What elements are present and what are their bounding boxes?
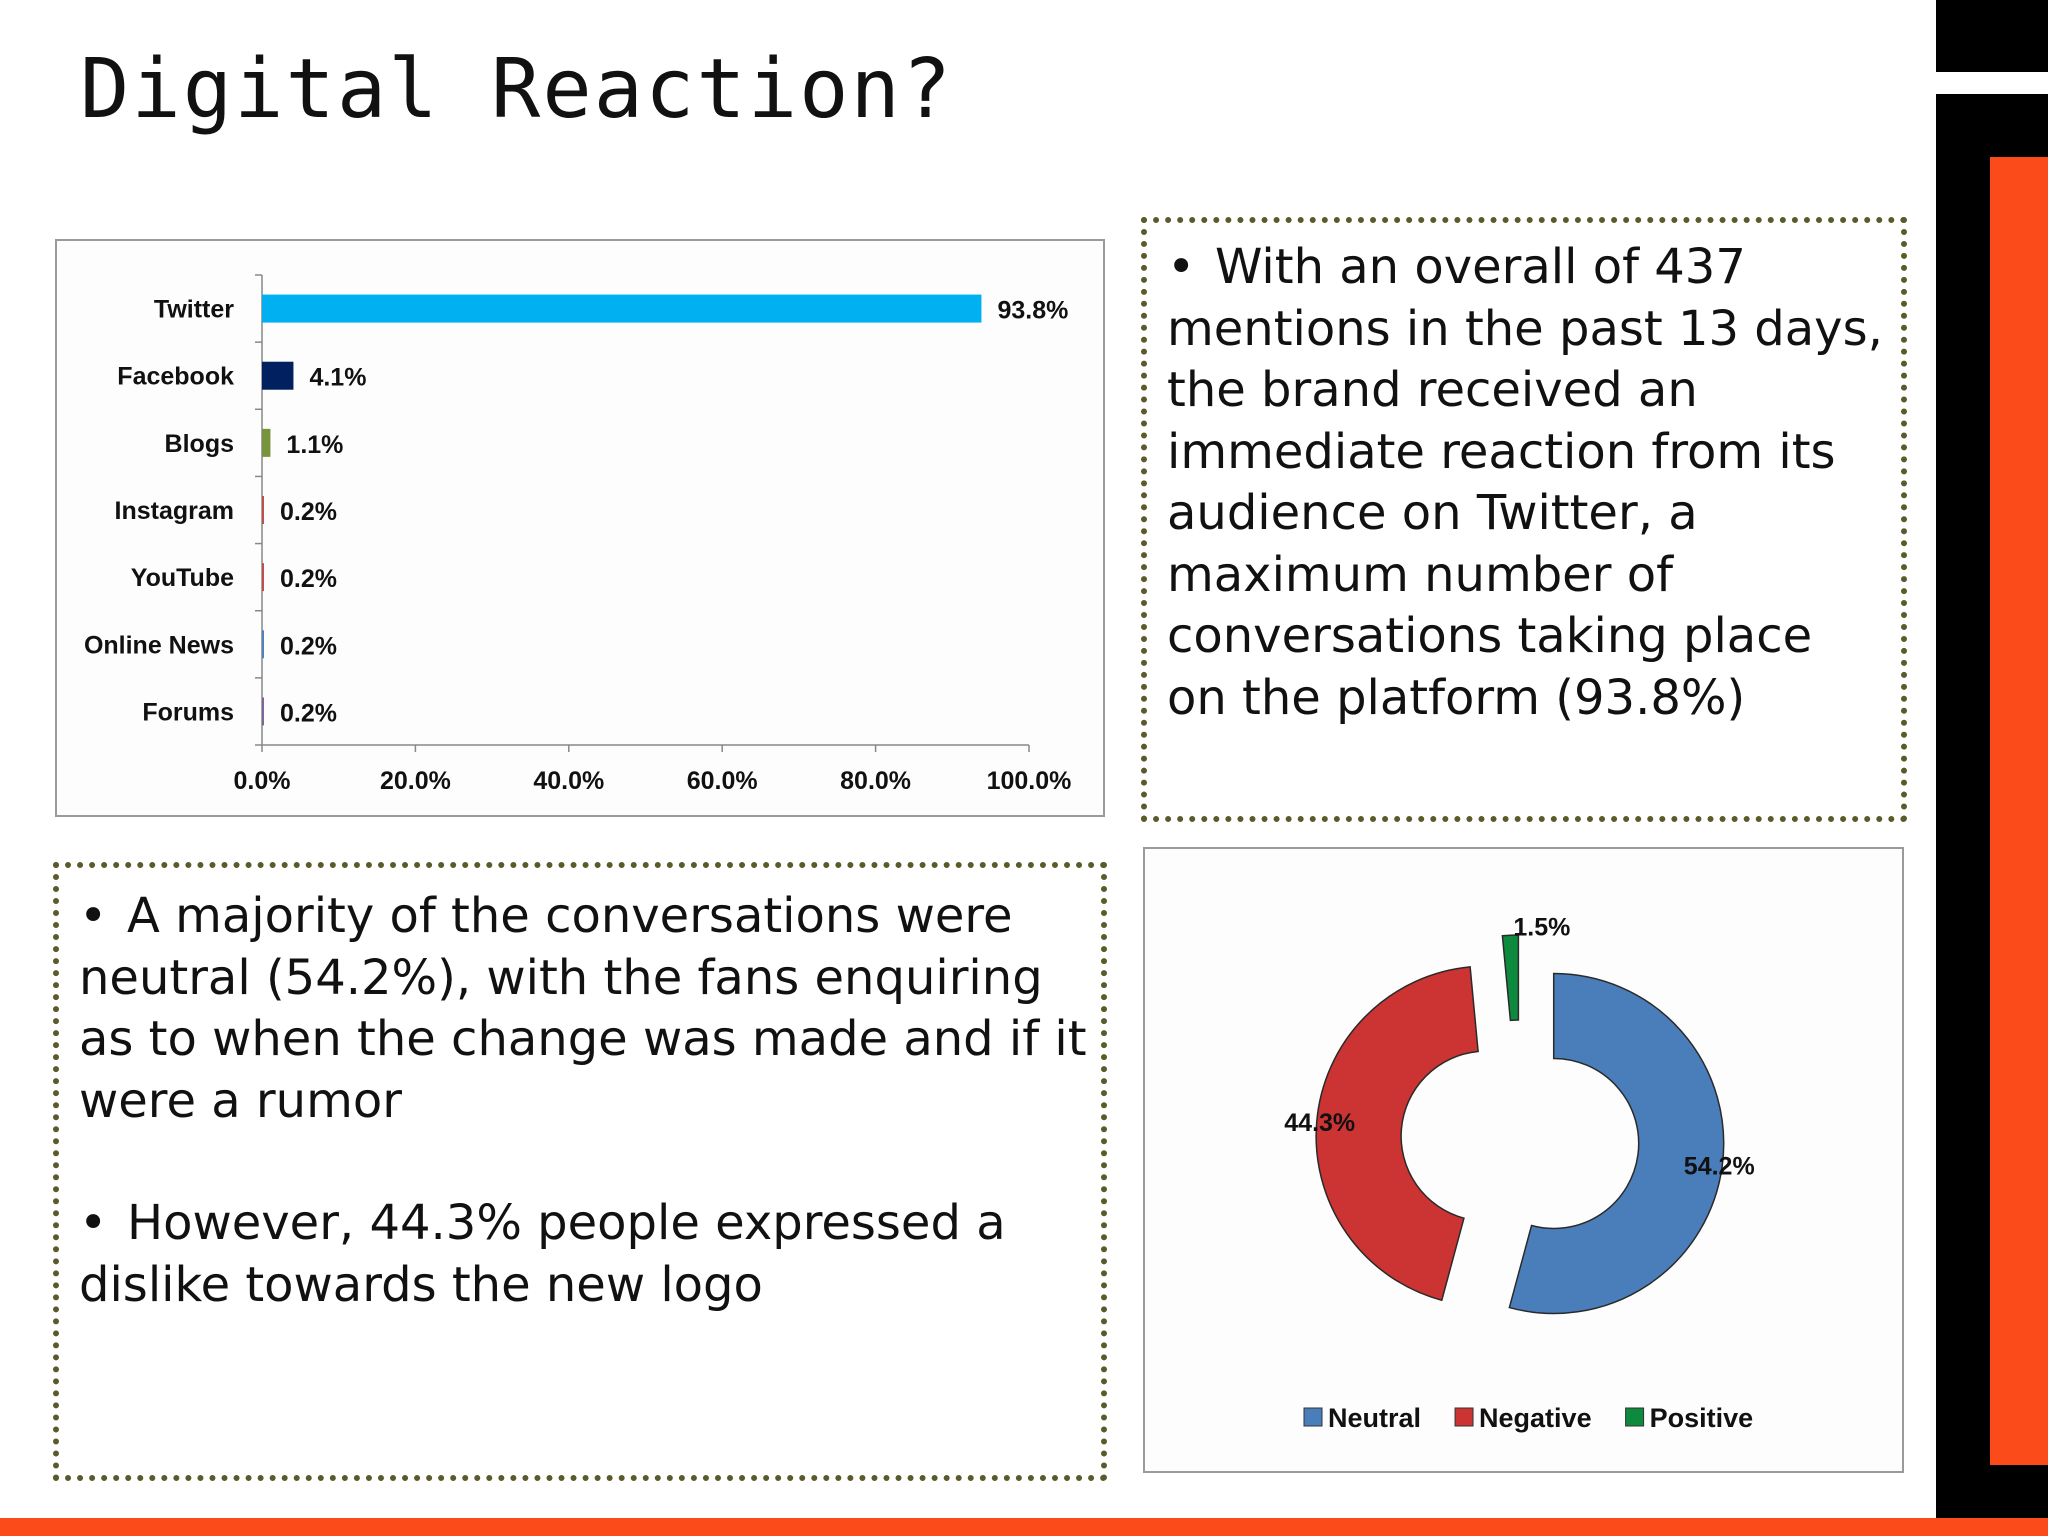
category-label-twitter: Twitter	[154, 296, 234, 324]
donut-label-negative: 44.3%	[1284, 1109, 1355, 1137]
twitter-summary-box: • With an overall of 437 mentions in the …	[1141, 217, 1907, 822]
right-edge-orange-bar	[1990, 157, 2048, 1465]
bar-instagram	[262, 496, 264, 524]
category-label-instagram: Instagram	[115, 497, 234, 525]
category-label-forums: Forums	[142, 698, 234, 726]
neutral-summary-text: A majority of the conversations were neu…	[79, 888, 1087, 1129]
legend-label-neutral: Neutral	[1328, 1403, 1421, 1433]
paragraph-gap	[79, 1132, 1087, 1193]
data-label-facebook: 4.1%	[309, 364, 366, 392]
legend-label-negative: Negative	[1479, 1403, 1592, 1433]
bar-blogs	[262, 428, 271, 457]
x-tick-label: 60.0%	[687, 767, 758, 795]
bar-forums	[262, 697, 264, 726]
legend-swatch-positive	[1625, 1407, 1645, 1427]
category-label-blogs: Blogs	[165, 430, 234, 458]
data-label-blogs: 1.1%	[286, 431, 343, 459]
negative-summary-paragraph: • However, 44.3% people expressed a disli…	[79, 1193, 1087, 1316]
bar-twitter	[262, 294, 982, 323]
sentiment-donut-chart-svg: 54.2% 44.3% 1.5% Neutral Negative Positive	[1284, 913, 1755, 1433]
twitter-summary-paragraph: • With an overall of 437 mentions in the …	[1167, 237, 1887, 729]
legend-swatch-negative	[1454, 1407, 1474, 1427]
data-label-youtube: 0.2%	[280, 565, 337, 593]
bullet-icon: •	[79, 888, 108, 944]
donut-slice-negative	[1315, 966, 1479, 1302]
legend-label-positive: Positive	[1650, 1403, 1754, 1433]
twitter-summary-text: With an overall of 437 mentions in the p…	[1167, 239, 1883, 726]
bottom-orange-bar	[0, 1518, 2048, 1536]
data-label-twitter: 93.8%	[997, 297, 1068, 325]
data-label-forums: 0.2%	[280, 699, 337, 727]
x-tick-label: 0.0%	[234, 767, 291, 795]
bar-youtube	[262, 563, 264, 592]
bullet-icon: •	[79, 1195, 108, 1251]
bar-facebook	[262, 361, 294, 390]
data-label-instagram: 0.2%	[280, 498, 337, 526]
donut-slice-positive	[1501, 934, 1520, 1022]
sentiment-donut-chart: 54.2% 44.3% 1.5% Neutral Negative Positive	[1143, 847, 1904, 1473]
x-tick-label: 80.0%	[840, 767, 911, 795]
category-label-facebook: Facebook	[117, 363, 234, 391]
x-tick-label: 100.0%	[987, 767, 1072, 795]
donut-slice-neutral	[1508, 972, 1725, 1315]
legend-swatch-neutral	[1303, 1407, 1323, 1427]
channel-bar-chart-svg: 0.0% 20.0% 40.0% 60.0% 80.0% 100.0% Twitter 93.…	[84, 274, 1072, 795]
category-label-youtube: YouTube	[131, 564, 234, 592]
x-tick-label: 20.0%	[380, 767, 451, 795]
data-label-online-news: 0.2%	[280, 632, 337, 660]
x-tick-label: 40.0%	[533, 767, 604, 795]
negative-summary-text: However, 44.3% people expressed a dislik…	[79, 1195, 1006, 1313]
sentiment-summary-box: • A majority of the conversations were ne…	[53, 862, 1107, 1481]
right-edge-gap	[1936, 72, 2048, 94]
slide-title: Digital Reaction?	[80, 42, 954, 137]
category-label-online-news: Online News	[84, 631, 234, 659]
donut-label-positive: 1.5%	[1513, 913, 1570, 941]
channel-bar-chart: 0.0% 20.0% 40.0% 60.0% 80.0% 100.0% Twitter 93.…	[55, 239, 1105, 817]
bullet-icon: •	[1167, 239, 1196, 295]
donut-label-neutral: 54.2%	[1684, 1152, 1755, 1180]
bar-online-news	[262, 630, 264, 659]
neutral-summary-paragraph: • A majority of the conversations were ne…	[79, 886, 1087, 1132]
